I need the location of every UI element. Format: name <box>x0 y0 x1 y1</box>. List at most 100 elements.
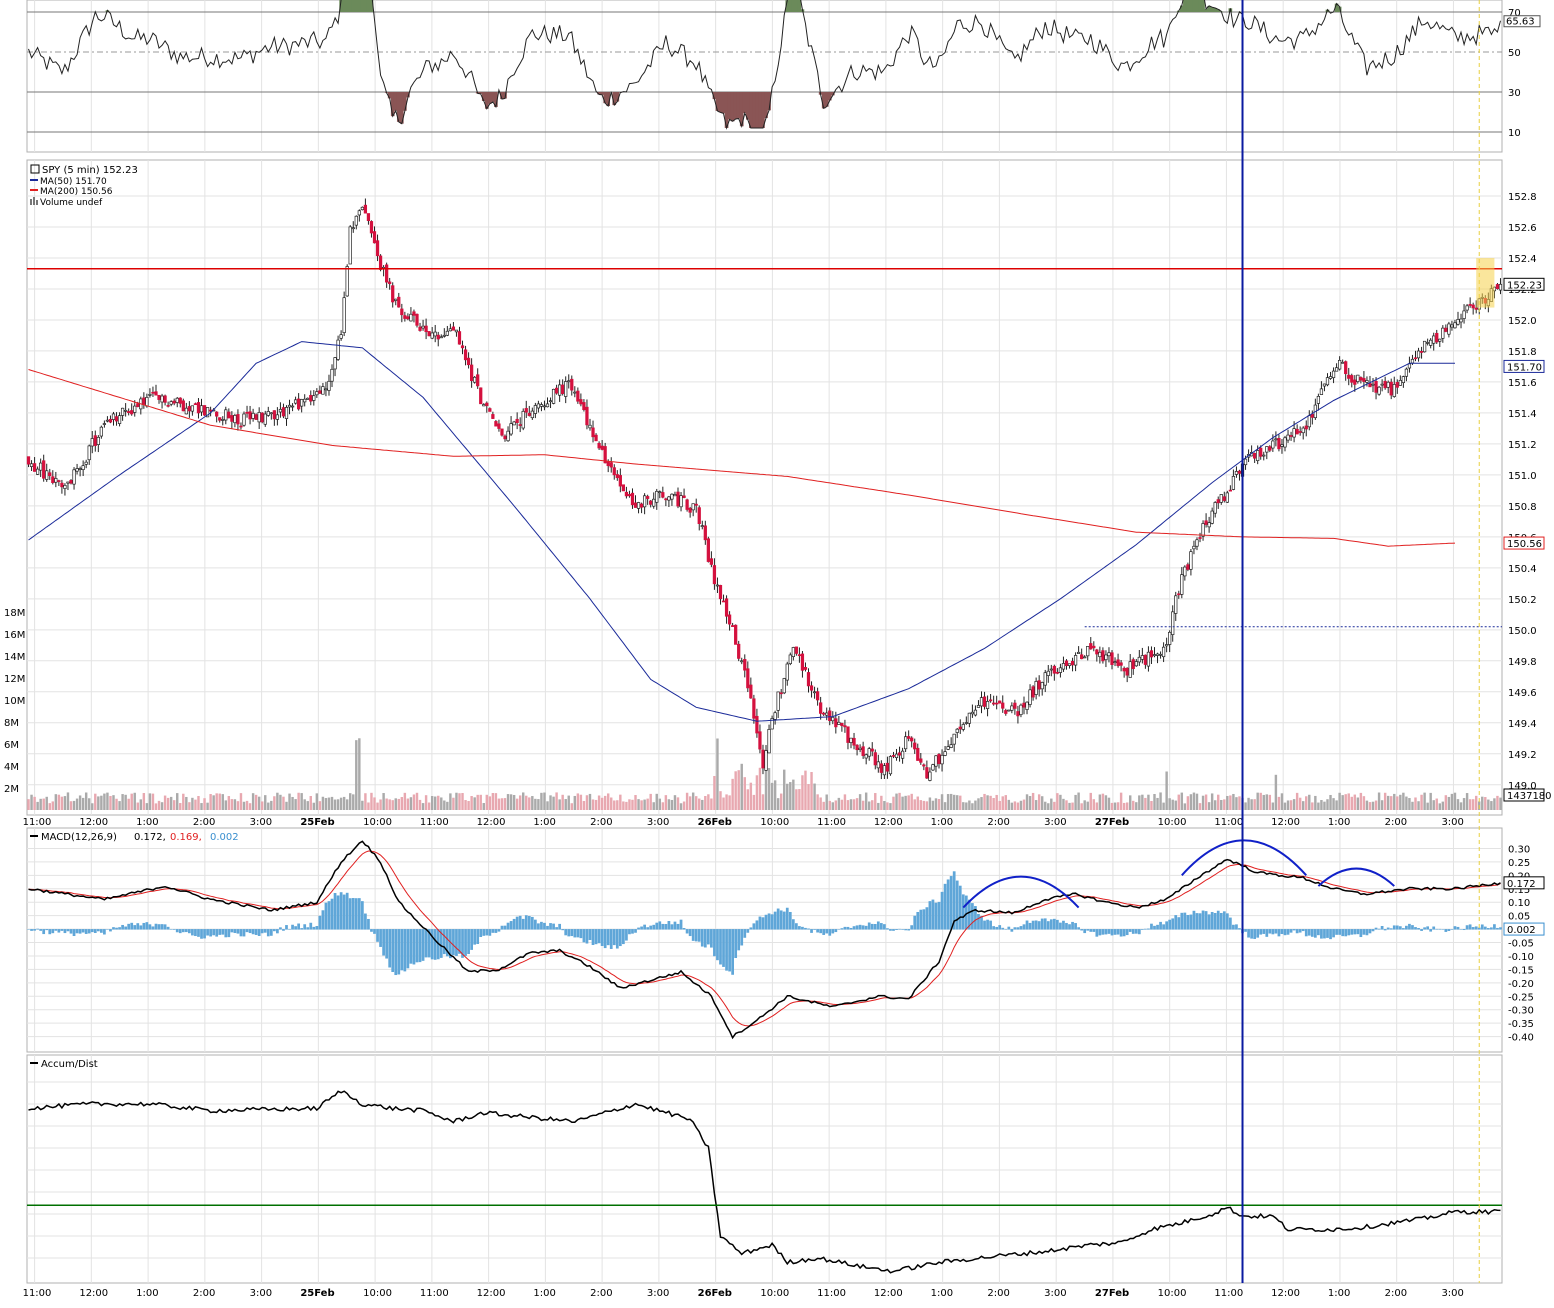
volume-bar <box>934 798 938 810</box>
macd-histogram-bar <box>224 929 228 938</box>
macd-histogram-bar <box>1274 929 1278 934</box>
rsi-current-box <box>1503 15 1541 28</box>
volume-bar <box>358 738 361 810</box>
volume-bar <box>670 799 674 810</box>
macd-histogram-bar <box>564 929 568 936</box>
candle <box>897 752 902 756</box>
volume-bar <box>494 793 498 810</box>
macd-histogram-bar <box>664 923 668 930</box>
volume-bar <box>1183 803 1187 810</box>
price-tick-label: 149.6 <box>1508 688 1537 699</box>
volume-bar <box>169 796 173 810</box>
price-legend: SPY (5 min) 152.23 MA(50) 151.70 MA(200)… <box>30 164 138 208</box>
volume-bar <box>370 792 373 810</box>
macd-histogram-bar <box>1034 920 1038 930</box>
macd-histogram-bar <box>725 929 728 971</box>
macd-histogram-bar <box>66 929 70 932</box>
candle <box>124 409 128 412</box>
volume-tick-label: 12M <box>4 674 25 685</box>
volume-bar <box>440 797 443 810</box>
candle <box>618 475 622 487</box>
ma50-line <box>28 341 1455 722</box>
volume-bar <box>1180 792 1184 810</box>
macd-histogram-bar <box>974 906 977 930</box>
macd-histogram-bar <box>1195 913 1199 930</box>
candle <box>366 213 371 222</box>
volume-bar <box>895 793 898 810</box>
macd-histogram-bar <box>81 929 85 933</box>
macd-histogram-bar <box>1453 926 1457 930</box>
macd-histogram-bar <box>54 929 58 931</box>
candle <box>767 729 771 754</box>
volume-bar <box>145 803 149 810</box>
macd-histogram-bar <box>206 929 209 936</box>
macd-histogram-bar <box>691 929 695 941</box>
macd-histogram-bar <box>1310 929 1314 937</box>
volume-bar <box>816 794 819 810</box>
candle <box>290 405 295 408</box>
macd-histogram-bar <box>958 885 962 930</box>
macd-histogram-bar <box>685 929 689 934</box>
volume-bar <box>1456 799 1460 810</box>
candle <box>230 415 234 422</box>
time-label: 12:00 <box>874 1288 903 1299</box>
candle <box>1165 644 1169 647</box>
candle <box>548 400 553 403</box>
macd-histogram-bar <box>300 928 304 930</box>
volume-bar <box>1274 774 1278 810</box>
candle <box>336 339 340 360</box>
volume-bar <box>652 802 655 810</box>
candle <box>466 357 471 366</box>
candle <box>199 405 204 413</box>
time-label: 2:00 <box>590 817 612 828</box>
volume-bar <box>1289 800 1293 810</box>
volume-bar <box>200 803 203 810</box>
volume-bar <box>792 779 795 810</box>
candle <box>585 406 589 426</box>
volume-bar <box>600 797 604 810</box>
volume-bar <box>509 794 513 810</box>
volume-bar <box>1332 798 1335 810</box>
macd-histogram-bar <box>1456 926 1460 930</box>
macd-histogram-bar <box>1350 929 1354 935</box>
macd-histogram-bar <box>828 929 832 936</box>
volume-bar <box>470 796 473 810</box>
candle <box>661 492 665 498</box>
macd-histogram-bar <box>873 924 877 930</box>
candle <box>864 754 868 759</box>
volume-bar <box>959 795 962 810</box>
candle <box>1416 350 1421 359</box>
macd-histogram-bar <box>309 922 313 930</box>
candle <box>136 403 140 407</box>
volume-bar <box>1496 795 1499 810</box>
candle <box>1334 367 1339 372</box>
volume-bar <box>227 796 231 810</box>
macd-histogram-bar <box>175 929 179 933</box>
volume-bar <box>682 801 686 810</box>
volume-bar <box>264 795 267 810</box>
macd-histogram-bar <box>913 915 917 930</box>
price-tick-label: 151.6 <box>1508 378 1537 389</box>
macd-histogram-bar <box>1010 929 1014 932</box>
candle <box>624 491 629 497</box>
candle <box>928 771 932 781</box>
volume-bar <box>746 789 750 810</box>
macd-histogram-bar <box>388 929 392 968</box>
macd-histogram-bar <box>618 929 622 947</box>
volume-bar <box>722 797 725 810</box>
volume-bar <box>191 797 194 810</box>
candle <box>1198 537 1202 539</box>
macd-histogram-bar <box>1447 929 1451 931</box>
candle <box>372 231 377 244</box>
volume-bar <box>300 793 303 810</box>
macd-histogram-bar <box>400 929 404 971</box>
volume-bar <box>1044 801 1047 810</box>
macd-histogram-bar <box>785 907 789 930</box>
candle <box>281 407 286 417</box>
candle <box>105 419 110 422</box>
volume-bar <box>367 802 370 810</box>
macd-histogram-bar <box>51 929 55 934</box>
candle <box>1189 551 1193 570</box>
macd-histogram-bar <box>48 929 52 935</box>
candle <box>1319 388 1324 395</box>
